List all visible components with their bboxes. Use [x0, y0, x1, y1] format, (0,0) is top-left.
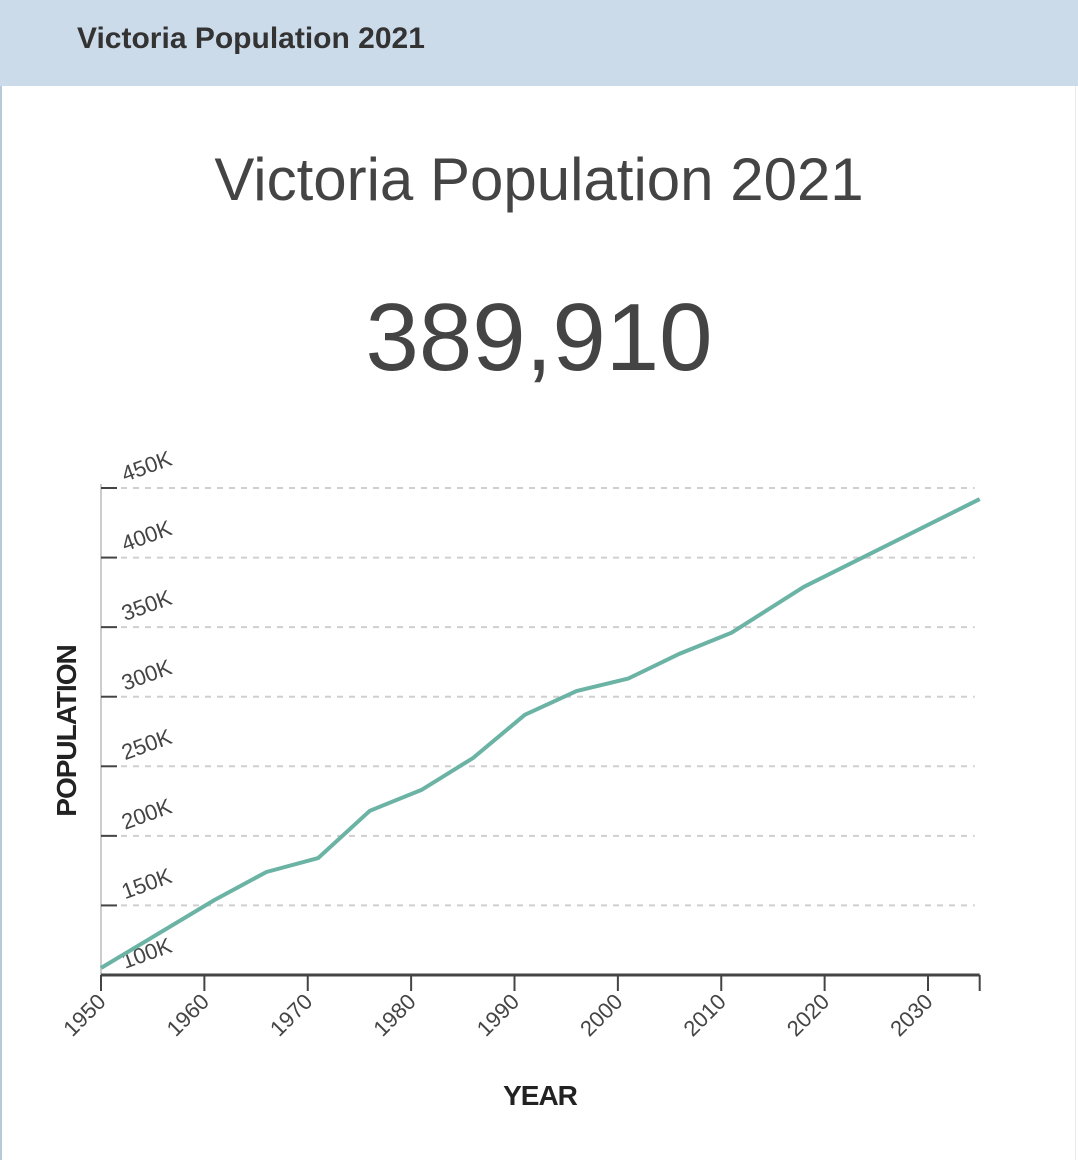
x-axis-label: YEAR [503, 1080, 578, 1111]
y-tick-label: 400K [118, 515, 175, 556]
y-tick-label: 250K [118, 724, 175, 765]
y-tick-label: 450K [118, 446, 175, 487]
x-tick-label: 2020 [782, 989, 834, 1041]
x-tick-label: 1950 [58, 989, 110, 1041]
population-value: 389,910 [365, 284, 713, 391]
y-tick-label: 200K [118, 793, 175, 834]
chart-heading: Victoria Population 2021 [214, 146, 864, 213]
y-axis-label: POPULATION [51, 645, 82, 816]
x-tick-label: 2010 [678, 989, 730, 1041]
population-series-line [99, 497, 981, 970]
y-tick-label: 350K [118, 585, 175, 626]
card-header: Victoria Population 2021 [0, 0, 1078, 86]
x-tick-label: 1970 [265, 989, 317, 1041]
header-title: Victoria Population 2021 [77, 22, 425, 55]
y-tick-label: 150K [118, 863, 175, 904]
x-tick-label: 2000 [575, 989, 627, 1041]
x-tick-label: 2030 [885, 989, 937, 1041]
y-tick-label: 300K [118, 654, 175, 695]
x-tick-label: 1980 [368, 989, 420, 1041]
x-tick-label: 1960 [162, 989, 214, 1041]
x-tick-label: 1990 [472, 989, 524, 1041]
